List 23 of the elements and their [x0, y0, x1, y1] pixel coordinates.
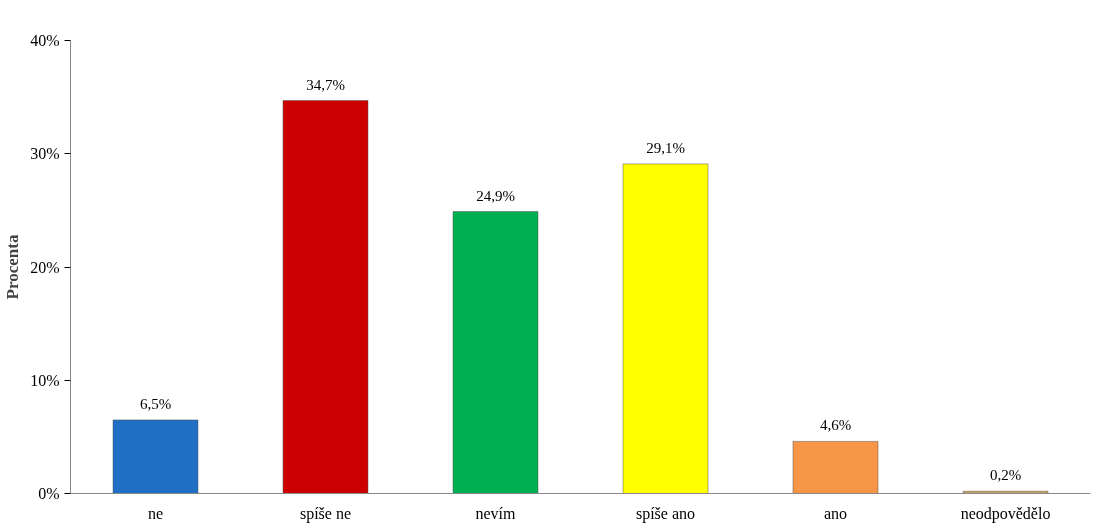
bar: [452, 211, 539, 494]
data-label: 6,5%: [139, 395, 172, 412]
data-label: 24,9%: [476, 187, 515, 204]
data-label: 29,1%: [646, 139, 685, 156]
data-label: 0,2%: [989, 467, 1022, 484]
x-tick-label: ano: [823, 504, 848, 522]
x-tick-label: spíše ano: [635, 504, 696, 523]
y-tick-label: 0%: [38, 485, 60, 502]
bar: [282, 100, 369, 494]
x-tick-label: neodpovědělo: [960, 504, 1051, 523]
y-tick-label: 10%: [30, 371, 60, 389]
x-tick-label: nevím: [475, 504, 517, 522]
bar: [792, 441, 879, 494]
y-tick-label: 40%: [30, 32, 60, 49]
bar: [622, 163, 709, 494]
x-tick-label: spíše ne: [299, 504, 352, 523]
x-tick-label: ne: [147, 504, 164, 522]
data-label: 34,7%: [306, 76, 345, 93]
y-axis-title: Procenta: [3, 234, 23, 300]
y-tick-label: 20%: [30, 258, 60, 276]
data-label: 4,6%: [819, 417, 852, 434]
bar: [112, 419, 199, 494]
y-tick-label: 30%: [30, 145, 60, 163]
